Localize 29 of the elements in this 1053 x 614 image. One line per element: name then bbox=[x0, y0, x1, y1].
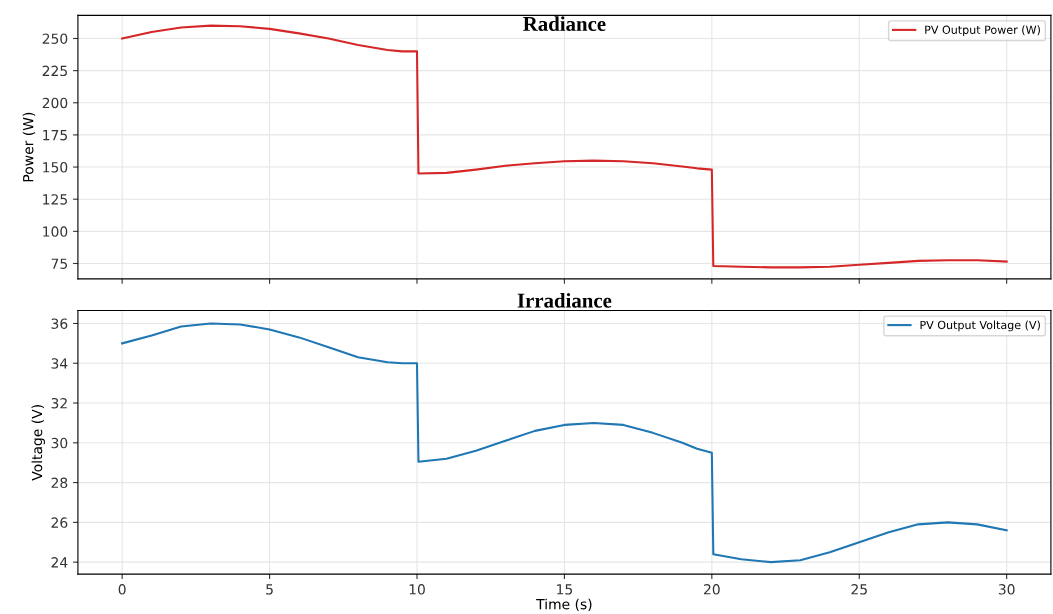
y-tick-label: 250 bbox=[42, 33, 68, 44]
y-tick-label: 26 bbox=[51, 517, 68, 528]
x-tick-label: 20 bbox=[704, 584, 720, 595]
x-tick-label: 30 bbox=[998, 584, 1015, 595]
y-tick-label: 150 bbox=[43, 162, 68, 173]
y-tick-label: 100 bbox=[43, 226, 68, 237]
y-tick-label: 36 bbox=[51, 318, 68, 329]
x-tick-label: 0 bbox=[118, 584, 126, 595]
x-tick-label: 25 bbox=[851, 584, 867, 595]
legend-label: PV Output Voltage (V) bbox=[920, 320, 1040, 332]
x-tick-label: 15 bbox=[557, 584, 573, 595]
y-axis-title: Voltage (V) bbox=[31, 405, 45, 481]
y-tick-label: 32 bbox=[51, 398, 67, 409]
y-tick-label: 30 bbox=[51, 437, 68, 449]
x-tick-label: 10 bbox=[409, 584, 425, 595]
x-tick-label: 5 bbox=[266, 584, 273, 595]
chart-title: Radiance bbox=[523, 16, 606, 31]
y-tick-label: 24 bbox=[51, 557, 68, 568]
y-tick-label: 34 bbox=[51, 358, 68, 369]
y-tick-label: 125 bbox=[43, 194, 67, 205]
y-tick-label: 175 bbox=[43, 130, 67, 141]
y-tick-label: 225 bbox=[42, 65, 67, 77]
y-axis-title: Power (W) bbox=[22, 112, 36, 182]
chart-title: Irradiance bbox=[517, 293, 612, 308]
legend-label: PV Output Power (W) bbox=[925, 25, 1040, 37]
y-tick-label: 200 bbox=[42, 97, 68, 109]
x-axis-title: Time (s) bbox=[536, 598, 592, 612]
y-tick-label: 28 bbox=[51, 477, 68, 489]
y-tick-label: 75 bbox=[51, 258, 67, 269]
